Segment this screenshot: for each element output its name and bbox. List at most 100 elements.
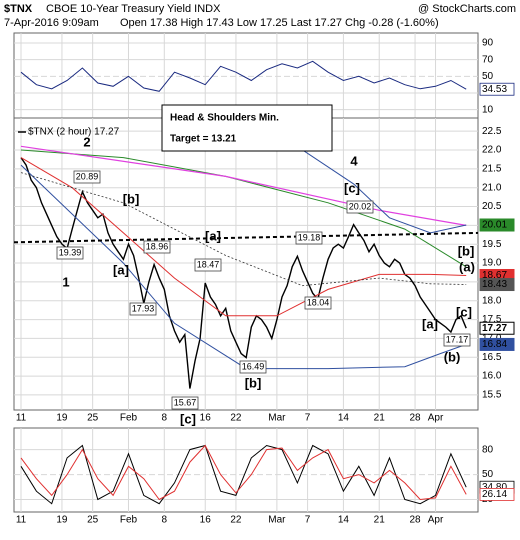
x-tick-label: 14 <box>338 413 350 424</box>
x-tick-label: 14 <box>338 515 350 526</box>
series-line <box>20 444 467 505</box>
x-tick-label: 28 <box>409 413 421 424</box>
wave-label: (a) <box>459 259 475 274</box>
last-value-box <box>479 82 515 96</box>
y-tick-label: 15.5 <box>482 390 502 401</box>
series-line <box>20 157 467 389</box>
series-line <box>20 60 467 92</box>
x-tick-label: Feb <box>120 515 138 526</box>
x-tick-label: 11 <box>16 515 27 526</box>
wave-label: [b] <box>123 191 140 206</box>
x-tick-label: 16 <box>200 515 212 526</box>
y-tick-label: 70 <box>482 54 494 65</box>
right-label-box <box>479 337 515 351</box>
y-tick-label: 10 <box>482 104 494 115</box>
x-tick-label: 21 <box>374 515 386 526</box>
x-tick-label: Apr <box>428 413 444 424</box>
y-tick-label: 90 <box>482 38 494 49</box>
price-label-box <box>295 231 323 245</box>
y-tick-label: 50 <box>482 71 494 82</box>
wave-label: [a] <box>205 228 221 243</box>
price-label-box <box>143 240 171 254</box>
note-line: Target = 13.21 <box>170 134 237 145</box>
wave-label: (b) <box>444 349 461 364</box>
price-label: 18.47 <box>197 259 220 269</box>
price-label: 18.04 <box>307 297 330 307</box>
x-tick-label: 7 <box>305 413 311 424</box>
right-label: 17.27 <box>482 323 507 334</box>
wave-label: [a] <box>113 262 129 277</box>
y-tick-label: 80 <box>482 444 494 455</box>
last-value-box <box>479 488 515 501</box>
price-label-box <box>346 200 374 214</box>
panel <box>13 32 479 119</box>
price-label-box <box>443 333 471 347</box>
instrument-name: CBOE 10-Year Treasury Yield INDX <box>46 3 221 15</box>
wave-label: 2 <box>83 134 90 149</box>
series-line <box>20 444 467 501</box>
date: 7-Apr-2016 9:09am <box>4 17 99 29</box>
price-label-box <box>73 170 101 184</box>
stats: Open 17.38 High 17.43 Low 17.25 Last 17.… <box>120 17 439 29</box>
x-tick-label: 19 <box>56 413 68 424</box>
right-label: 16.84 <box>482 339 507 350</box>
price-label-box <box>129 302 157 316</box>
x-tick-label: 11 <box>16 413 27 424</box>
source: @ StockCharts.com <box>418 3 516 15</box>
y-tick-label: 21.5 <box>482 164 502 175</box>
x-tick-label: 8 <box>162 515 168 526</box>
price-label-box <box>239 360 267 374</box>
x-tick-label: 19 <box>56 515 68 526</box>
wave-label: [c] <box>180 411 196 426</box>
series-line <box>20 149 467 268</box>
price-label-box <box>171 396 199 410</box>
x-tick-label: 22 <box>230 515 242 526</box>
x-tick-label: 22 <box>230 413 242 424</box>
price-label-box <box>194 258 222 272</box>
wave-label: [b] <box>458 243 475 258</box>
y-tick-label: 16.5 <box>482 352 502 363</box>
right-label: 18.67 <box>482 270 507 281</box>
right-label-box <box>479 218 515 232</box>
series-line <box>13 231 479 244</box>
right-label-box <box>479 278 515 292</box>
x-tick-label: 8 <box>162 413 168 424</box>
price-label: 18.96 <box>146 241 169 251</box>
x-tick-label: 16 <box>200 413 212 424</box>
y-tick-label: 17.5 <box>482 314 502 325</box>
wave-label: [b] <box>245 375 262 390</box>
price-label-box <box>56 246 84 260</box>
symbol: $TNX <box>4 3 33 15</box>
y-tick-label: 19.5 <box>482 239 502 250</box>
price-label: 17.93 <box>132 303 155 313</box>
wave-label: [c] <box>344 180 360 195</box>
x-tick-label: Mar <box>268 515 286 526</box>
wave-label: 4 <box>350 153 358 168</box>
x-tick-label: Apr <box>428 515 444 526</box>
price-label: 20.02 <box>349 201 372 211</box>
x-tick-label: 28 <box>409 515 421 526</box>
x-tick-label: 7 <box>305 515 311 526</box>
series-line <box>20 172 467 287</box>
wave-label: [c] <box>456 304 472 319</box>
price-label: 19.39 <box>59 247 82 257</box>
price-label: 15.67 <box>174 397 197 407</box>
right-label: 20.01 <box>482 220 507 231</box>
y-tick-label: 22.0 <box>482 145 502 156</box>
last-value-label: 26.14 <box>482 489 507 500</box>
note-box <box>161 104 333 152</box>
x-tick-label: Feb <box>120 413 138 424</box>
x-tick-label: 21 <box>374 413 386 424</box>
price-label: 16.49 <box>242 361 265 371</box>
note-line: Head & Shoulders Min. <box>170 113 279 124</box>
last-value-label: 34.80 <box>482 482 507 493</box>
series-line <box>20 157 467 317</box>
wave-label: [a] <box>422 316 438 331</box>
right-label: 18.43 <box>482 279 507 290</box>
x-tick-label: 25 <box>87 413 99 424</box>
last-value-label: 34.53 <box>482 84 507 95</box>
price-label: 17.17 <box>446 334 469 344</box>
y-tick-label: 19.0 <box>482 258 502 269</box>
x-tick-label: 25 <box>87 515 99 526</box>
